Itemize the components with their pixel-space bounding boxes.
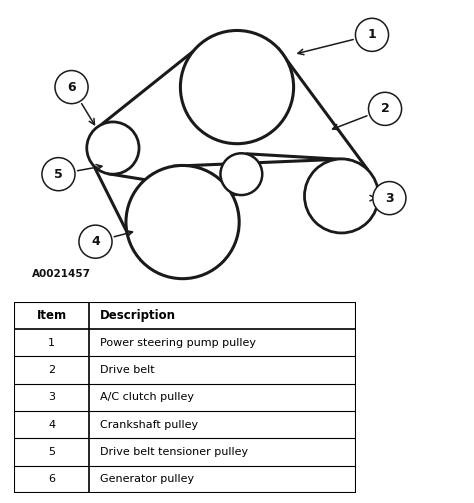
Text: Crankshaft pulley: Crankshaft pulley (100, 420, 198, 430)
Text: 2: 2 (48, 365, 55, 375)
Text: 2: 2 (381, 102, 390, 115)
Circle shape (356, 18, 389, 51)
Text: Item: Item (36, 309, 67, 322)
Text: Power steering pump pulley: Power steering pump pulley (100, 338, 255, 348)
Circle shape (368, 93, 401, 125)
Circle shape (126, 165, 239, 279)
Circle shape (304, 159, 379, 233)
Circle shape (181, 31, 293, 144)
Text: 1: 1 (368, 28, 376, 41)
Text: Generator pulley: Generator pulley (100, 474, 194, 484)
Text: 5: 5 (48, 447, 55, 457)
Text: 1: 1 (48, 338, 55, 348)
Text: 6: 6 (48, 474, 55, 484)
Circle shape (79, 225, 112, 258)
Text: Description: Description (100, 309, 175, 322)
Text: Drive belt: Drive belt (100, 365, 154, 375)
Text: Drive belt tensioner pulley: Drive belt tensioner pulley (100, 447, 247, 457)
Text: 6: 6 (67, 80, 76, 94)
Circle shape (373, 182, 406, 215)
Text: 5: 5 (54, 167, 63, 181)
Text: 4: 4 (48, 420, 55, 430)
Circle shape (55, 70, 88, 104)
Text: A0021457: A0021457 (32, 269, 91, 279)
Text: 3: 3 (48, 392, 55, 402)
Circle shape (42, 157, 75, 191)
Text: A/C clutch pulley: A/C clutch pulley (100, 392, 193, 402)
Circle shape (220, 153, 262, 195)
Circle shape (87, 122, 139, 174)
Text: 3: 3 (385, 192, 394, 205)
Text: 4: 4 (91, 235, 100, 248)
